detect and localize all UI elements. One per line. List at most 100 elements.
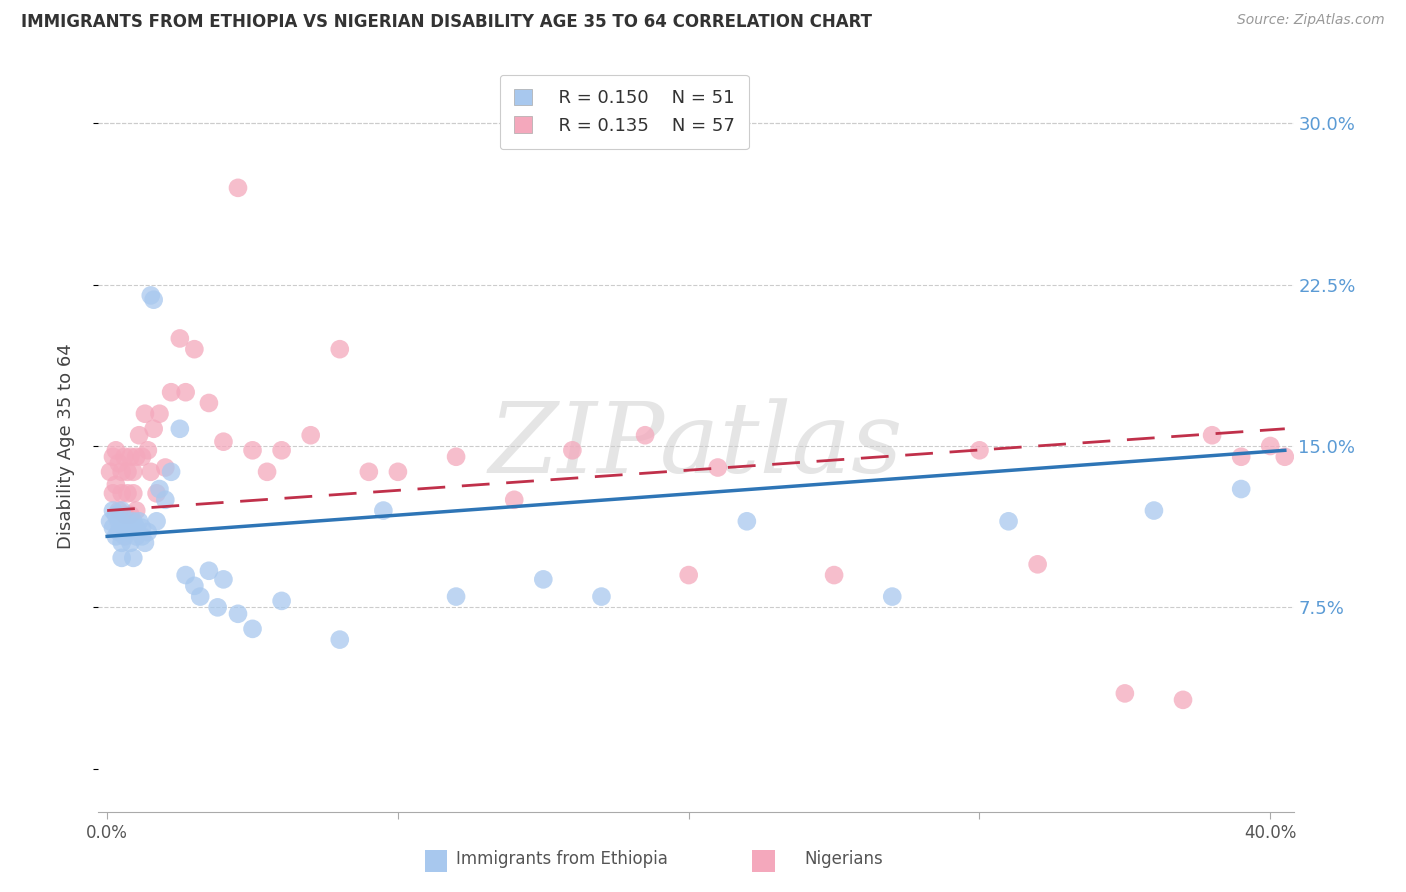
Point	[128, 514, 150, 528]
Point	[160, 465, 183, 479]
Point	[1230, 450, 1253, 464]
Point	[329, 632, 352, 647]
Point	[145, 486, 167, 500]
Point	[444, 590, 467, 604]
Point	[212, 573, 235, 587]
Point	[226, 181, 249, 195]
Point	[117, 524, 139, 539]
Point	[104, 529, 127, 543]
Point	[131, 521, 153, 535]
Point	[114, 508, 136, 522]
Point	[823, 568, 845, 582]
Point	[169, 331, 191, 345]
Point	[101, 450, 124, 464]
Point	[1171, 693, 1194, 707]
Point	[139, 288, 162, 302]
Point	[122, 465, 145, 479]
Point	[107, 514, 129, 528]
Point	[242, 443, 264, 458]
Point	[148, 482, 170, 496]
Point	[101, 486, 124, 500]
Text: ZIPatlas: ZIPatlas	[489, 399, 903, 493]
Point	[107, 524, 129, 539]
Point	[120, 450, 142, 464]
Point	[735, 514, 758, 528]
Point	[270, 443, 292, 458]
Point	[1114, 686, 1136, 700]
Point	[139, 465, 162, 479]
Point	[174, 385, 197, 400]
Point	[155, 460, 177, 475]
Point	[444, 450, 467, 464]
Point	[125, 450, 148, 464]
Point	[299, 428, 322, 442]
Point	[634, 428, 657, 442]
Y-axis label: Disability Age 35 to 64: Disability Age 35 to 64	[56, 343, 75, 549]
Point	[169, 422, 191, 436]
Point	[134, 536, 156, 550]
Point	[707, 460, 730, 475]
FancyBboxPatch shape	[425, 850, 447, 872]
Point	[198, 396, 221, 410]
Point	[373, 503, 395, 517]
Point	[270, 594, 292, 608]
Point	[128, 428, 150, 442]
Point	[174, 568, 197, 582]
Point	[117, 465, 139, 479]
Point	[591, 590, 613, 604]
Point	[120, 508, 142, 522]
Point	[997, 514, 1019, 528]
Point	[98, 514, 121, 528]
Point	[242, 622, 264, 636]
Point	[212, 434, 235, 449]
Text: Nigerians: Nigerians	[804, 850, 883, 868]
Point	[188, 590, 211, 604]
Text: Immigrants from Ethiopia: Immigrants from Ethiopia	[457, 850, 668, 868]
Point	[142, 293, 165, 307]
Point	[357, 465, 380, 479]
Point	[134, 407, 156, 421]
Point	[111, 536, 134, 550]
Point	[160, 385, 183, 400]
Point	[114, 450, 136, 464]
Point	[1026, 558, 1049, 572]
Point	[136, 524, 159, 539]
Point	[142, 422, 165, 436]
Legend:   R = 0.150    N = 51,   R = 0.135    N = 57: R = 0.150 N = 51, R = 0.135 N = 57	[499, 75, 749, 149]
Point	[256, 465, 278, 479]
Point	[145, 514, 167, 528]
Point	[114, 521, 136, 535]
Point	[531, 573, 554, 587]
Point	[198, 564, 221, 578]
Point	[120, 521, 142, 535]
Point	[183, 342, 205, 356]
Point	[101, 503, 124, 517]
Point	[125, 529, 148, 543]
Point	[1274, 450, 1296, 464]
Point	[1258, 439, 1281, 453]
Point	[111, 486, 134, 500]
Point	[104, 508, 127, 522]
Point	[678, 568, 700, 582]
Point	[1201, 428, 1223, 442]
Point	[122, 550, 145, 565]
Point	[1143, 503, 1166, 517]
Point	[122, 514, 145, 528]
FancyBboxPatch shape	[752, 850, 775, 872]
Point	[131, 529, 153, 543]
Point	[98, 465, 121, 479]
Point	[104, 443, 127, 458]
Point	[226, 607, 249, 621]
Point	[125, 503, 148, 517]
Point	[111, 550, 134, 565]
Point	[104, 477, 127, 491]
Point	[122, 486, 145, 500]
Point	[131, 450, 153, 464]
Point	[503, 492, 526, 507]
Point	[117, 514, 139, 528]
Point	[183, 579, 205, 593]
Point	[561, 443, 583, 458]
Point	[969, 443, 991, 458]
Point	[107, 503, 129, 517]
Point	[329, 342, 352, 356]
